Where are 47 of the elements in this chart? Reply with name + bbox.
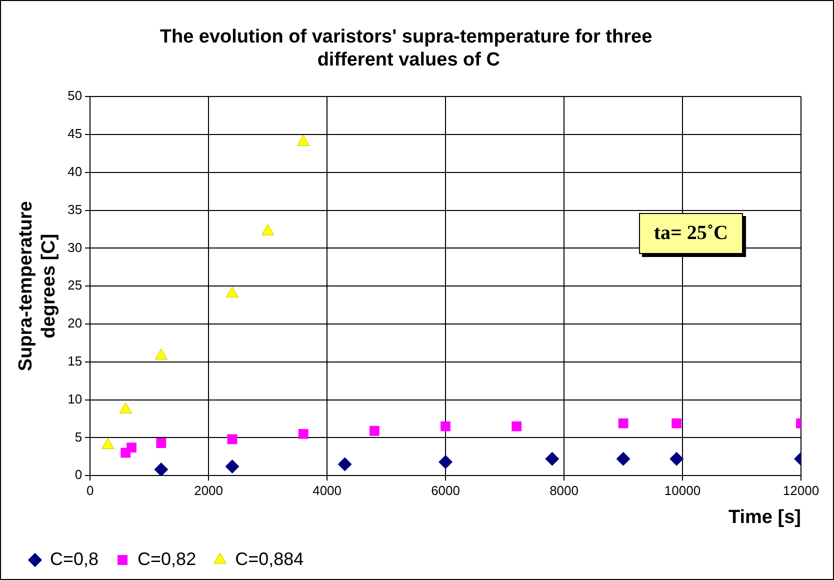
- point: [226, 286, 239, 298]
- x-tick-label: 2000: [194, 482, 224, 498]
- legend-label: C=0,82: [138, 548, 196, 569]
- x-tick-label: 4000: [312, 482, 342, 498]
- point: [672, 418, 682, 428]
- chart-title: The evolution of varistors' supra-temperature for three different values of C: [160, 26, 652, 70]
- point: [156, 438, 166, 448]
- point: [227, 434, 238, 444]
- point: [338, 457, 352, 472]
- point: [261, 224, 274, 236]
- point: [616, 452, 630, 466]
- y-tick-label: 15: [68, 353, 82, 368]
- point: [102, 438, 114, 450]
- point: [512, 421, 522, 432]
- y-tick-label: 40: [68, 164, 82, 179]
- point: [154, 348, 168, 360]
- point: [126, 442, 136, 453]
- point: [298, 428, 308, 439]
- y-axis-title: Supra-temperature degrees [C]: [16, 201, 60, 372]
- point: [369, 426, 380, 436]
- x-tick-label: 8000: [550, 482, 578, 498]
- point: [154, 462, 168, 476]
- y-tick-label: 30: [68, 240, 82, 255]
- y-tick-label: 20: [68, 316, 82, 331]
- legend-label: C=0,884: [235, 548, 304, 569]
- x-axis-title: Time [s]: [728, 506, 801, 528]
- x-tick-label: 12000: [782, 482, 820, 498]
- point: [545, 452, 560, 466]
- y-tick-label: 35: [68, 202, 82, 217]
- point: [225, 460, 240, 474]
- x-tick-label: 0: [86, 482, 94, 498]
- point: [297, 134, 310, 146]
- y-tick-label: 0: [74, 467, 82, 482]
- point: [438, 454, 453, 469]
- y-tick-label: 50: [68, 88, 82, 104]
- y-tick-label: 25: [68, 278, 82, 293]
- y-tick-label: 45: [68, 126, 82, 142]
- legend-label: C=0,8: [50, 548, 99, 569]
- annotation: ta= 25˚C: [638, 213, 743, 254]
- point: [119, 402, 132, 414]
- y-tick-label: 5: [74, 429, 82, 444]
- point: [440, 421, 450, 432]
- y-tick-label: 10: [68, 391, 82, 406]
- x-tick-label: 6000: [431, 482, 460, 498]
- x-tick-label: 10000: [664, 482, 701, 498]
- point: [618, 418, 628, 428]
- point: [670, 452, 684, 466]
